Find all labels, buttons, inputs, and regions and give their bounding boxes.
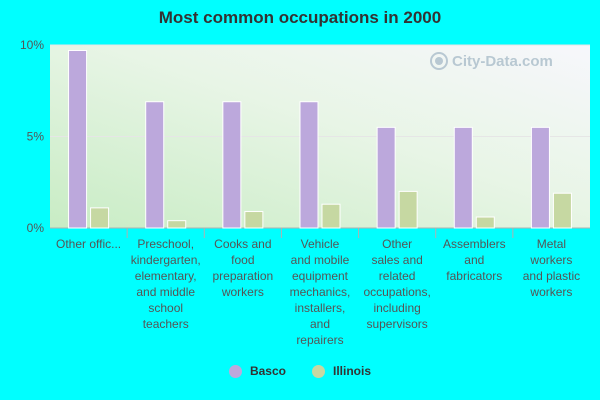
watermark: City-Data.com	[430, 52, 553, 70]
legend-swatch-illinois	[312, 364, 325, 378]
bar-illinois-1	[167, 220, 187, 229]
x-tick-label: Metal workers and plastic workers	[523, 237, 580, 299]
watermark-text: City-Data.com	[452, 52, 553, 70]
bar-illinois-5	[475, 216, 495, 229]
bar-basco-0	[68, 49, 88, 229]
x-tick-label: Assemblers and fabricators	[443, 237, 506, 283]
bar-illinois-3	[321, 203, 341, 229]
x-tick-label: Other offic...	[56, 237, 121, 251]
bar-illinois-4	[398, 190, 418, 229]
legend-swatch-basco	[228, 364, 242, 378]
bar-basco-1	[145, 101, 165, 229]
bar-illinois-0	[90, 207, 110, 229]
y-tick-label: 5%	[27, 130, 45, 144]
bar-basco-4	[376, 126, 396, 229]
bar-illinois-6	[552, 192, 572, 229]
search-icon	[430, 52, 448, 70]
x-tick-label: Cooks and food preparation workers	[212, 237, 273, 299]
legend-label-illinois: Illinois	[333, 364, 372, 378]
bar-basco-5	[453, 126, 473, 229]
legend-item-illinois: Illinois	[312, 364, 371, 378]
x-tick-label: Other sales and related occupations, includi…	[363, 237, 430, 331]
x-tick-label: Preschool, kindergarten, elementary, and mi…	[131, 237, 201, 331]
x-tick-label: Vehicle and mobile equipment mechanics, inst…	[290, 237, 351, 347]
y-tick-label: 0%	[27, 221, 45, 235]
legend-label-basco: Basco	[249, 364, 286, 378]
bar-basco-3	[299, 101, 319, 229]
chart-title: Most common occupations in 2000	[158, 8, 442, 27]
legend: Basco Illinois	[0, 364, 600, 378]
y-tick-label: 10%	[20, 38, 44, 52]
bar-basco-2	[222, 101, 242, 229]
bar-illinois-2	[244, 211, 264, 229]
bar-basco-6	[530, 126, 550, 229]
legend-item-basco: Basco	[228, 364, 286, 378]
